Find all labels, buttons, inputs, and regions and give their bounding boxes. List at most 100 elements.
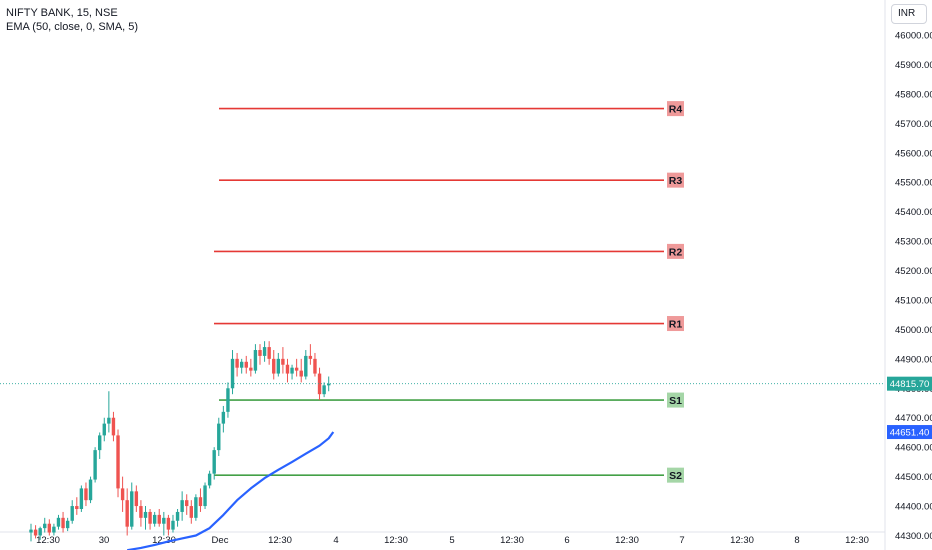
time-tick-label: 5	[449, 535, 454, 546]
candle	[258, 344, 262, 365]
time-tick-label: 4	[333, 535, 338, 546]
candle-body	[249, 367, 253, 371]
candle	[107, 391, 111, 433]
candle	[61, 511, 65, 533]
candle	[111, 411, 116, 442]
candle-body	[207, 473, 212, 486]
candle	[267, 341, 271, 365]
candle	[75, 497, 79, 515]
level-label-s2: S2	[669, 470, 682, 482]
candle-body	[226, 388, 230, 412]
candle-body	[230, 358, 235, 389]
candle-body	[276, 358, 281, 374]
candle	[47, 519, 52, 536]
level-badge-s2	[667, 467, 684, 483]
candle-body	[194, 497, 198, 518]
candle	[143, 506, 148, 530]
level-badge-r4	[667, 101, 684, 117]
level-badge-r2	[667, 243, 684, 259]
time-tick-label: 12:30	[730, 535, 754, 546]
candle-body	[267, 347, 271, 359]
candle-body	[130, 491, 134, 527]
candlestick-series	[29, 341, 331, 542]
candle	[70, 500, 74, 524]
candle-body	[33, 529, 38, 536]
time-tick-label: 12:30	[152, 535, 176, 546]
currency-button[interactable]: INR	[891, 4, 927, 24]
ema-line	[127, 431, 335, 550]
candle-body	[272, 358, 276, 374]
candle-body	[56, 517, 61, 527]
candle-body	[290, 367, 294, 374]
candle-body	[285, 364, 290, 374]
price-tick-label: 45400.00	[895, 207, 932, 218]
candle	[98, 432, 102, 459]
time-tick-label: 12:30	[36, 535, 60, 546]
candle	[235, 352, 239, 377]
time-tick-label: 7	[679, 535, 684, 546]
last-price-label: 44815.70	[890, 379, 930, 390]
candle	[317, 367, 322, 401]
candle	[244, 355, 248, 374]
ema-price-badge	[887, 425, 932, 440]
candle-body	[139, 506, 143, 518]
price-tick-label: 46000.00	[895, 31, 932, 42]
candle-body	[52, 526, 56, 533]
candle	[162, 511, 166, 536]
time-tick-label: 6	[564, 535, 569, 546]
candle-body	[313, 358, 317, 374]
candle	[276, 352, 281, 377]
candle	[56, 514, 61, 530]
candle	[290, 364, 294, 380]
time-tick-label: 12:30	[845, 535, 869, 546]
candle	[157, 509, 161, 527]
candle-body	[107, 417, 111, 424]
candle	[171, 514, 175, 533]
candle-body	[253, 350, 258, 371]
candle-body	[235, 358, 239, 368]
candle-body	[180, 500, 184, 512]
candle	[130, 482, 134, 530]
time-tick-label: 12:30	[268, 535, 292, 546]
candle	[84, 482, 88, 507]
price-tick-label: 45000.00	[895, 325, 932, 336]
candle	[152, 511, 157, 527]
indicator-title: EMA (50, close, 0, SMA, 5)	[6, 21, 139, 33]
candle	[189, 500, 193, 524]
candle-body	[166, 517, 171, 530]
candle	[79, 485, 84, 512]
candle-body	[189, 506, 193, 518]
candle-body	[308, 355, 313, 359]
candle	[327, 376, 331, 392]
candle	[43, 517, 47, 533]
candle-body	[198, 497, 203, 507]
candle-body	[134, 491, 139, 507]
candle-body	[111, 417, 116, 436]
candle-body	[299, 370, 303, 377]
candle	[175, 509, 180, 527]
candle-body	[304, 355, 308, 377]
candle	[194, 494, 198, 521]
price-tick-label: 45800.00	[895, 89, 932, 100]
price-tick-label: 45700.00	[895, 119, 932, 130]
candle	[221, 405, 226, 433]
level-badge-r1	[667, 316, 684, 332]
price-tick-label: 45200.00	[895, 266, 932, 277]
candle-body	[212, 450, 216, 474]
candle	[185, 494, 189, 515]
candle-body	[143, 511, 148, 518]
candle-body	[47, 523, 52, 533]
candle-body	[239, 361, 244, 368]
candle-body	[84, 488, 88, 501]
time-tick-label: 12:30	[500, 535, 524, 546]
candle	[281, 347, 285, 374]
candle	[262, 341, 267, 362]
last-price-badge	[887, 376, 932, 391]
candle	[33, 525, 38, 539]
price-labels: 44815.70 44651.40	[0, 376, 932, 440]
candle	[294, 358, 299, 377]
candle	[299, 358, 303, 383]
candle	[212, 447, 216, 480]
candle	[226, 382, 230, 418]
